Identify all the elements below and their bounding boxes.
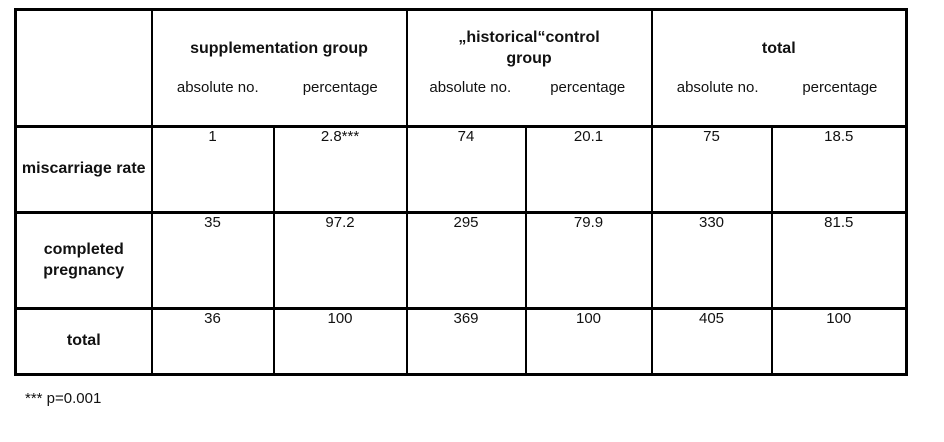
group-title: „historical“control group xyxy=(458,29,600,67)
subheader-percentage: percentage xyxy=(302,79,378,96)
subheader-absolute-no: absolute no. xyxy=(176,79,259,96)
row-label: completed pregnancy xyxy=(14,211,153,310)
row-label: total xyxy=(14,307,153,376)
cell-value: 20.1 xyxy=(524,125,653,214)
cell-value: 295 xyxy=(405,211,527,310)
group-header-historical-control: „historical“control group absolute no. p… xyxy=(405,8,653,128)
group-header-total: total absolute no. percentage xyxy=(650,8,908,128)
cell-value: 79.9 xyxy=(524,211,653,310)
cell-value: 100 xyxy=(524,307,653,376)
table-row-total: total 36 100 369 100 405 100 xyxy=(14,307,908,376)
cell-value: 18.5 xyxy=(770,125,908,214)
stats-table: supplementation group absolute no. perce… xyxy=(14,8,908,376)
header-row: supplementation group absolute no. perce… xyxy=(14,8,908,128)
cell-value: 405 xyxy=(650,307,773,376)
cell-value: 35 xyxy=(150,211,275,310)
table-row-completed-pregnancy: completed pregnancy 35 97.2 295 79.9 330… xyxy=(14,211,908,310)
group-title: supplementation group xyxy=(190,39,368,57)
table-row-miscarriage-rate: miscarriage rate 1 2.8*** 74 20.1 75 18.… xyxy=(14,125,908,214)
significance-footnote: *** p=0.001 xyxy=(25,390,102,407)
subheader-absolute-no: absolute no. xyxy=(429,79,512,96)
group-title: total xyxy=(761,39,796,57)
cell-value: 97.2 xyxy=(272,211,408,310)
cell-value: 2.8*** xyxy=(272,125,408,214)
cell-value: 100 xyxy=(272,307,408,376)
cell-value: 330 xyxy=(650,211,773,310)
cell-value: 369 xyxy=(405,307,527,376)
subheader-absolute-no: absolute no. xyxy=(676,79,759,96)
table-container: supplementation group absolute no. perce… xyxy=(14,8,908,376)
subheader-percentage: percentage xyxy=(550,79,626,96)
cell-value: 81.5 xyxy=(770,211,908,310)
group-header-supplementation: supplementation group absolute no. perce… xyxy=(150,8,408,128)
cell-value: 74 xyxy=(405,125,527,214)
subheader-percentage: percentage xyxy=(802,79,878,96)
corner-cell xyxy=(14,8,153,128)
row-label: miscarriage rate xyxy=(14,125,153,214)
cell-value: 75 xyxy=(650,125,773,214)
cell-value: 1 xyxy=(150,125,275,214)
cell-value: 36 xyxy=(150,307,275,376)
cell-value: 100 xyxy=(770,307,908,376)
